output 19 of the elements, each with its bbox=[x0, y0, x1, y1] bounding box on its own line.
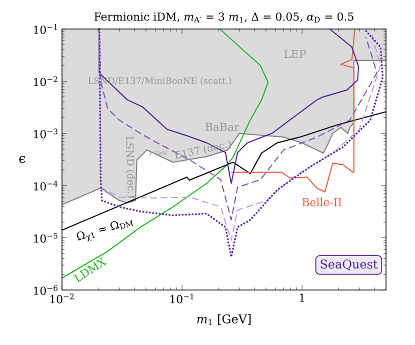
annotation: BaBar bbox=[205, 122, 240, 131]
y-tick-label: 10$^{−2}$ bbox=[34, 76, 58, 86]
annotation: Ω$_{χ1}$ ≈ Ω$_{DM}$ bbox=[76, 220, 134, 242]
y-tick-label: 10$^{−6}$ bbox=[34, 285, 58, 295]
chart-title: Fermionic iDM, m$_{A′}$ = 3 m$_{1}$, Δ = 0.05, α$_{D}$ = 0.5 bbox=[94, 12, 354, 23]
x-tick-label: 10$^{−1}$ bbox=[170, 294, 194, 304]
x-tick-label: 1 bbox=[300, 294, 304, 302]
annotation: E137 (dec.) bbox=[174, 140, 231, 159]
annotation: SeaQuest bbox=[320, 260, 378, 270]
y-tick-label: 10$^{−5}$ bbox=[34, 232, 58, 243]
annotation: LEP bbox=[284, 50, 306, 58]
x-tick-label: 10$^{−2}$ bbox=[50, 294, 74, 304]
y-axis-title: ϵ bbox=[19, 156, 26, 164]
y-tick-label: 10$^{−1}$ bbox=[34, 24, 57, 34]
y-tick-label: 10$^{−4}$ bbox=[34, 180, 58, 191]
y-tick-label: 10$^{−3}$ bbox=[34, 128, 58, 138]
x-axis-title: m$_{1}$ [GeV] bbox=[197, 314, 251, 326]
annotation: LSND (dec.) bbox=[126, 136, 136, 198]
annotation: Belle-II bbox=[302, 198, 342, 206]
